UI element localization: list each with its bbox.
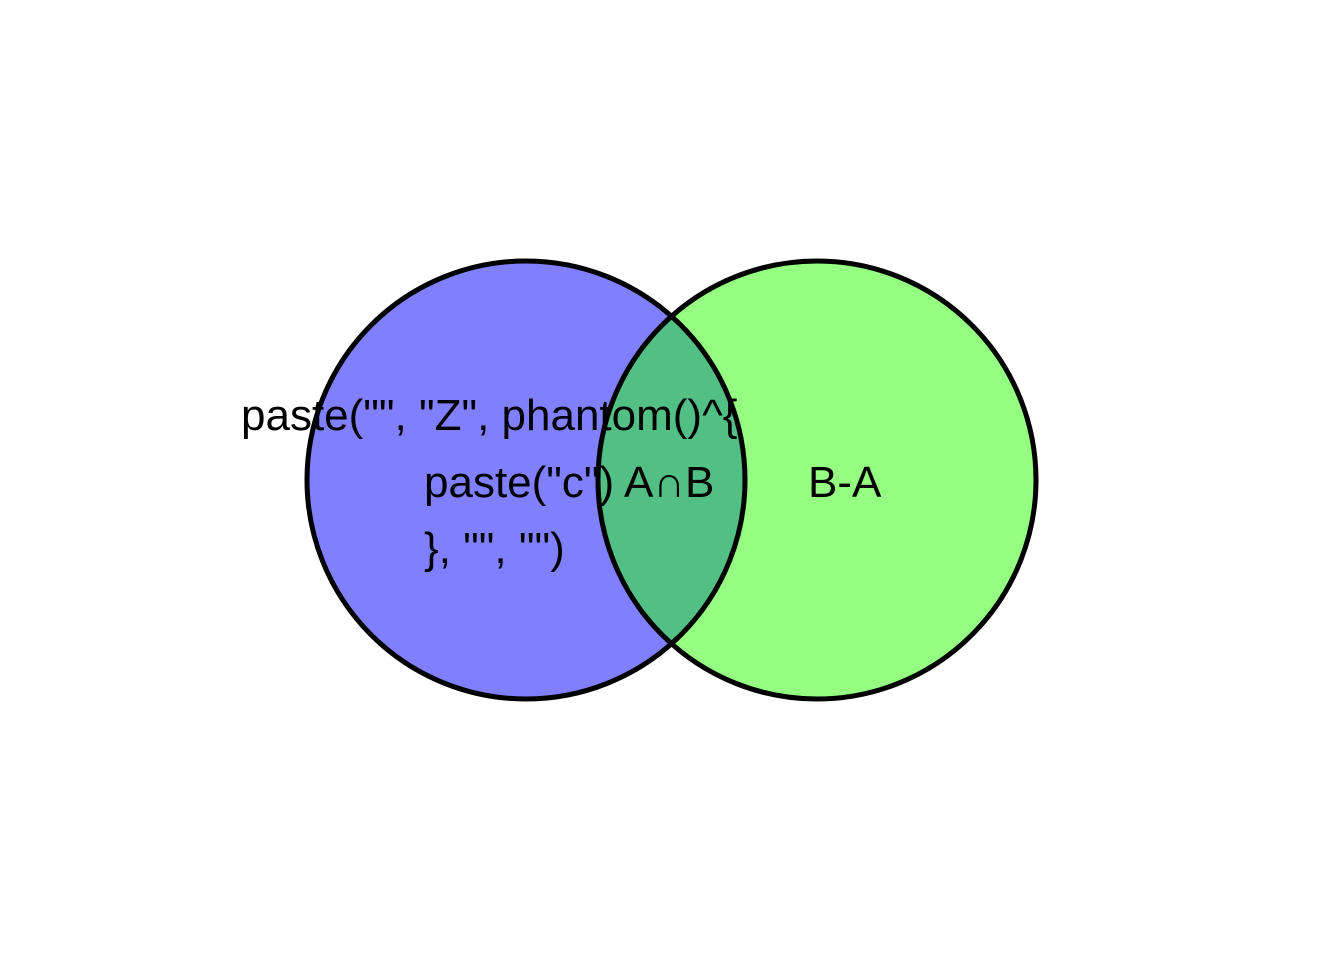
set-a-outline [304, 258, 748, 702]
set-a-only-label-line-1: paste("", "Z", phantom()^{ [241, 391, 737, 440]
set-a-only-label-line-3: }, "", "") [424, 524, 565, 573]
intersection-label: A∩B [624, 458, 714, 507]
set-b-only-label: B-A [808, 458, 882, 507]
set-a-only-label-line-2: paste("c") [424, 458, 614, 507]
set-b-outline [595, 258, 1039, 702]
intersection-region [598, 261, 745, 699]
